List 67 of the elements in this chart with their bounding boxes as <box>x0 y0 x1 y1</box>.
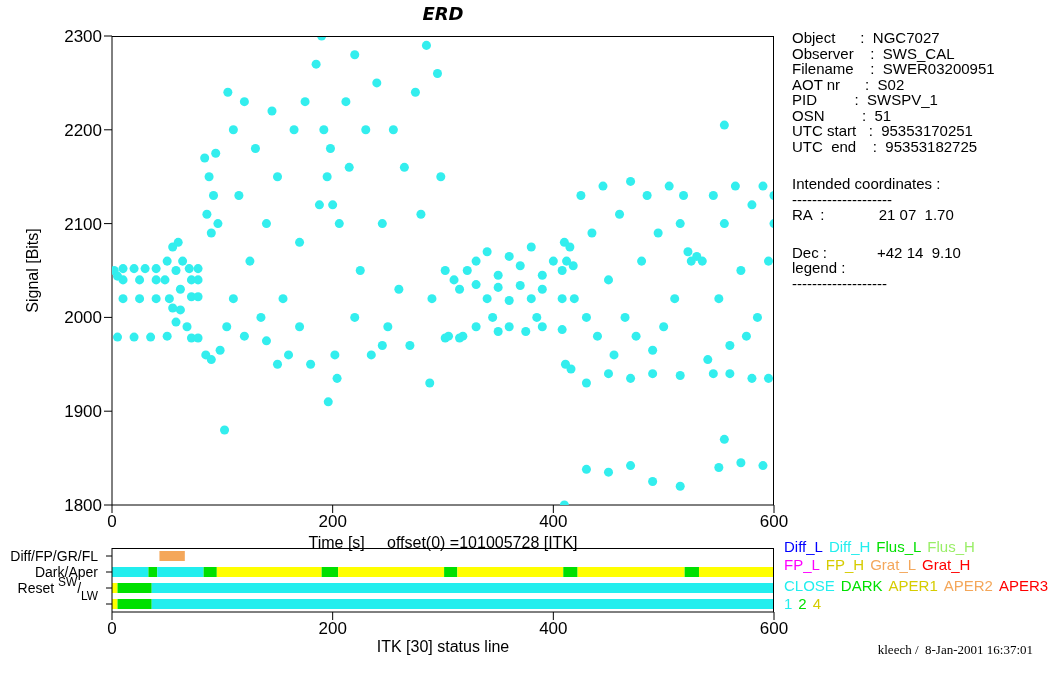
bar <box>577 567 685 577</box>
bar <box>338 567 445 577</box>
legend-label: 2 <box>798 595 807 612</box>
legend-label: Flus_H <box>927 538 975 555</box>
x-tick-label: 600 <box>759 619 789 639</box>
x-tick-label: 400 <box>539 512 568 532</box>
x-tick-label: 0 <box>107 619 117 639</box>
legend-label: APER1 <box>888 577 938 594</box>
legend-label: 4 <box>812 595 822 612</box>
bar <box>159 551 185 561</box>
y-tick-label: Diff/FP/GR/FL <box>10 548 99 564</box>
y-tick-label: 2100 <box>64 214 102 234</box>
x-tick-label: 200 <box>318 619 347 639</box>
legend-label: Diff_L <box>784 538 823 555</box>
bar <box>684 567 699 577</box>
legend-label: FP_H <box>825 556 865 573</box>
legend-label: Flus_L <box>876 538 922 555</box>
bar <box>563 567 578 577</box>
bar <box>216 567 322 577</box>
text: Filename : SWER03200951 <box>792 60 995 77</box>
x-tick-label: 0 <box>107 512 117 532</box>
bar <box>117 583 152 593</box>
text: Dec : +42 14 9.10 <box>792 243 961 261</box>
text: UTC end : 95353182725 <box>792 137 978 155</box>
bar <box>698 567 774 577</box>
y-tick-label: 2300 <box>64 27 102 47</box>
legend-label: DARK <box>840 577 883 594</box>
text: AOT nr : S02 <box>792 75 905 93</box>
bar <box>157 567 204 577</box>
y-axis-title: Signal [Bits] <box>23 228 41 313</box>
legend-label: Diff_H <box>828 538 871 555</box>
bar <box>321 567 339 577</box>
y-tick-label: 1800 <box>64 496 102 516</box>
bar <box>112 599 118 609</box>
text: UTC start : 95353170251 <box>792 122 973 139</box>
legend-label: 1 <box>784 595 793 612</box>
text: OSN : 51 <box>792 106 892 124</box>
legend-label: FP_L <box>784 556 820 573</box>
x-tick-label: 200 <box>318 512 347 532</box>
legend-label: Grat_L <box>870 556 917 573</box>
text: RA : 21 07 1.70 <box>792 206 954 223</box>
text: legend : <box>792 259 846 276</box>
bar <box>112 583 118 593</box>
legend-label: APER3 <box>998 577 1049 594</box>
chart-title: ERD <box>422 3 464 24</box>
bar <box>148 567 158 577</box>
legend-label: APER2 <box>943 577 993 594</box>
x-axis-title: ITK [30] status line <box>376 638 510 655</box>
x-tick-label: 400 <box>539 619 568 639</box>
bar <box>457 567 564 577</box>
bar <box>444 567 458 577</box>
y-tick-label: 2000 <box>64 308 102 328</box>
y-tick-label: 2200 <box>64 120 102 140</box>
text: -------------------- <box>792 190 892 208</box>
text: Intended coordinates : <box>792 175 941 192</box>
x-tick-label: 600 <box>759 512 789 532</box>
bar <box>203 567 217 577</box>
legend-label: Grat_H <box>922 556 971 573</box>
bar <box>151 599 774 609</box>
y-tick-label: 1900 <box>64 402 102 422</box>
text: PID : SWSPV_1 <box>792 91 938 108</box>
legend-label: CLOSE <box>784 577 835 594</box>
bar <box>117 599 152 609</box>
text: kleech / 8-Jan-2001 16:37:01 <box>877 642 1033 657</box>
x-axis-title: Time [s] offset(0) =101005728 [ITK] <box>308 534 578 551</box>
text: Object : NGC7027 <box>792 29 940 46</box>
bar <box>151 583 774 593</box>
